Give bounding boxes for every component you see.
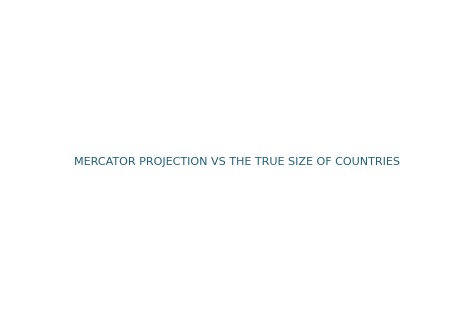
- Text: MERCATOR PROJECTION VS THE TRUE SIZE OF COUNTRIES: MERCATOR PROJECTION VS THE TRUE SIZE OF …: [74, 158, 400, 167]
